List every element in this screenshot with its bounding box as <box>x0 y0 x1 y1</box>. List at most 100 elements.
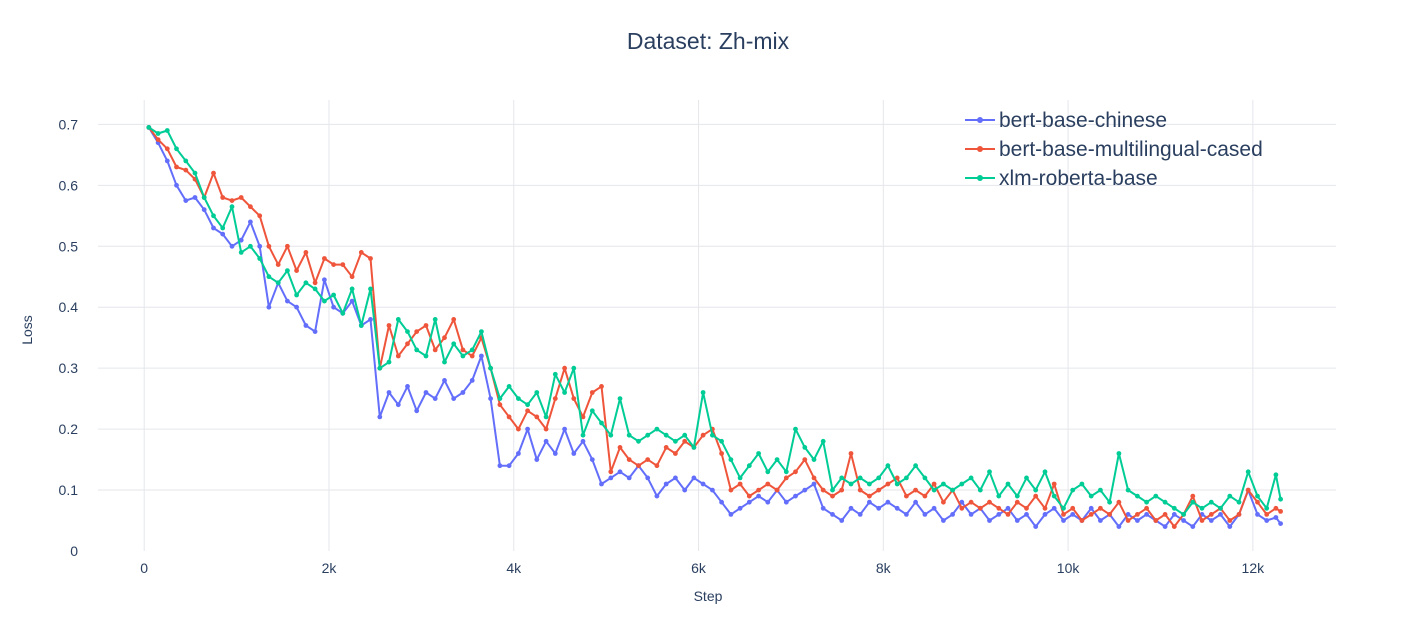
data-point <box>987 499 992 505</box>
data-point <box>977 505 983 511</box>
data-point <box>534 390 540 395</box>
data-point <box>331 262 336 267</box>
data-point <box>405 329 410 334</box>
data-point <box>931 487 937 493</box>
data-point <box>765 499 771 505</box>
data-point <box>793 469 798 475</box>
series-bert-base-multilingual-cased <box>146 125 1283 529</box>
data-point <box>673 438 678 444</box>
data-point <box>746 463 752 469</box>
data-point <box>1107 499 1112 505</box>
data-point <box>1162 499 1168 505</box>
data-point <box>285 298 290 304</box>
data-point <box>931 505 937 511</box>
data-point <box>728 512 734 517</box>
data-point <box>830 493 835 499</box>
data-point <box>737 475 743 481</box>
data-point <box>802 445 808 450</box>
data-point <box>1005 512 1011 517</box>
data-point <box>1033 524 1039 529</box>
legend-item[interactable]: bert-base-chinese <box>965 109 1167 132</box>
data-point <box>1190 524 1196 529</box>
legend-item[interactable]: bert-base-multilingual-cased <box>965 138 1263 161</box>
data-point <box>802 487 808 493</box>
data-point <box>857 475 863 481</box>
data-point <box>756 487 761 493</box>
data-point <box>164 146 170 152</box>
data-point <box>756 493 761 499</box>
legend-item[interactable]: xlm-roberta-base <box>965 167 1158 190</box>
data-point <box>349 286 355 292</box>
data-point <box>765 469 771 475</box>
data-point <box>155 131 161 136</box>
data-point <box>442 359 447 365</box>
data-point <box>432 347 438 353</box>
data-point <box>1088 512 1094 517</box>
data-point <box>700 432 706 438</box>
data-point <box>220 231 226 237</box>
legend-label: bert-base-multilingual-cased <box>999 138 1263 161</box>
data-point <box>571 365 577 371</box>
data-point <box>654 463 660 469</box>
data-point <box>192 170 198 176</box>
data-point <box>1125 518 1131 523</box>
data-point <box>1264 505 1270 511</box>
data-point <box>783 475 789 481</box>
x-tick-label: 12k <box>1242 560 1266 576</box>
data-point <box>294 304 299 310</box>
legend: bert-base-chinese bert-base-multilingual-… <box>965 109 1263 190</box>
data-point <box>1014 493 1020 499</box>
data-point <box>294 292 299 298</box>
data-point <box>1005 505 1011 511</box>
data-point <box>959 499 965 505</box>
data-point <box>1144 505 1149 511</box>
data-point <box>211 213 216 219</box>
data-point <box>626 457 632 462</box>
chart-title: Dataset: Zh-mix <box>627 28 790 54</box>
data-point <box>340 262 346 267</box>
data-point <box>516 451 521 456</box>
data-point <box>257 213 263 219</box>
data-point <box>968 512 974 517</box>
x-tick-label: 8k <box>876 560 892 576</box>
data-point <box>552 396 558 401</box>
data-point <box>1273 515 1279 520</box>
data-point <box>728 487 734 493</box>
data-point <box>756 451 761 456</box>
data-point <box>220 195 226 200</box>
data-point <box>1264 518 1270 523</box>
data-point <box>1116 451 1122 456</box>
data-point <box>857 487 863 493</box>
data-point <box>1107 512 1112 517</box>
data-point <box>1005 481 1011 487</box>
data-point <box>848 451 854 456</box>
data-point <box>589 457 595 462</box>
data-point <box>1208 499 1214 505</box>
data-point <box>497 402 503 408</box>
data-point <box>820 487 826 493</box>
data-point <box>1116 499 1122 505</box>
data-point <box>941 518 946 523</box>
data-point <box>1024 512 1029 517</box>
data-point <box>442 378 447 383</box>
data-point <box>377 414 383 420</box>
data-point <box>913 499 918 505</box>
data-point <box>432 396 438 401</box>
data-point <box>1070 487 1076 493</box>
data-point <box>534 457 540 462</box>
data-point <box>1079 518 1085 523</box>
data-point <box>1245 469 1251 475</box>
data-point <box>645 475 651 481</box>
data-point <box>719 499 724 505</box>
data-point <box>1236 512 1242 517</box>
data-point <box>562 365 567 371</box>
data-point <box>673 475 678 481</box>
data-point <box>1162 524 1168 529</box>
data-point <box>543 426 549 432</box>
data-point <box>904 475 909 481</box>
data-point <box>793 493 798 499</box>
data-point <box>968 499 974 505</box>
data-point <box>349 274 355 280</box>
data-point <box>737 481 743 487</box>
data-point <box>1190 499 1196 505</box>
